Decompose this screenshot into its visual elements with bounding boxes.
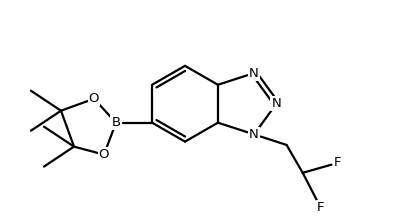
Text: O: O	[99, 148, 109, 161]
Text: F: F	[334, 156, 341, 169]
Text: N: N	[271, 97, 281, 110]
Text: B: B	[111, 116, 121, 129]
Text: O: O	[89, 92, 99, 105]
Text: N: N	[249, 128, 259, 141]
Text: F: F	[317, 201, 324, 214]
Text: N: N	[249, 67, 259, 79]
